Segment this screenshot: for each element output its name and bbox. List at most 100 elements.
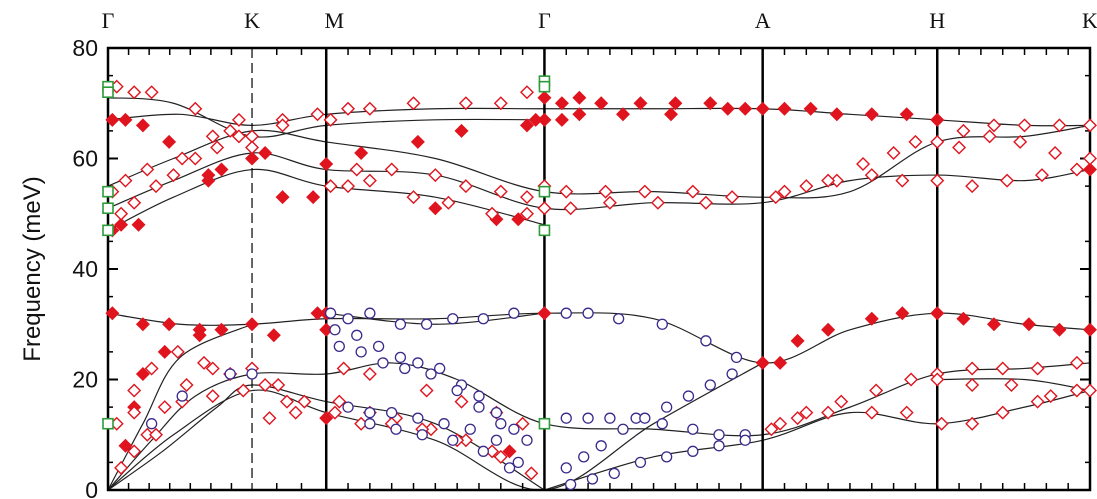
open-diamond-point xyxy=(170,344,185,359)
open-diamond-point xyxy=(231,112,246,127)
open-circle-point xyxy=(434,362,446,375)
open-diamond-point xyxy=(210,140,225,155)
open-diamond-point xyxy=(275,118,290,133)
filled-diamond-point xyxy=(930,112,945,127)
open-diamond-point xyxy=(205,389,220,404)
open-diamond-point xyxy=(149,427,163,442)
filled-diamond-point xyxy=(201,173,216,188)
open-diamond-point xyxy=(886,145,901,160)
open-circle-point xyxy=(560,412,572,424)
open-diamond-point xyxy=(986,118,1001,133)
open-circle-point xyxy=(412,357,424,369)
open-circle-point xyxy=(324,307,337,319)
filled-diamond-point xyxy=(354,145,369,160)
open-diamond-point xyxy=(419,383,434,398)
open-diamond-point xyxy=(197,355,212,370)
filled-diamond-point xyxy=(554,112,569,127)
open-circle-point xyxy=(595,440,607,452)
open-diamond-point xyxy=(205,129,220,144)
open-diamond-point xyxy=(271,378,286,393)
open-circle-point xyxy=(660,451,673,463)
filled-diamond-point xyxy=(1083,322,1097,337)
filled-diamond-point xyxy=(594,96,609,111)
open-diamond-point xyxy=(127,85,142,100)
filled-diamond-point xyxy=(1083,162,1097,177)
open-circle-point xyxy=(438,418,450,430)
filled-diamond-point xyxy=(790,333,805,348)
open-circle-point xyxy=(704,379,716,391)
open-diamond-point xyxy=(297,394,312,409)
open-circle-point xyxy=(656,418,668,430)
filled-diamond-point xyxy=(537,112,552,127)
open-diamond-point xyxy=(485,206,500,221)
open-diamond-point xyxy=(144,361,159,376)
open-circle-point xyxy=(447,313,459,325)
open-diamond-point xyxy=(650,195,665,210)
filled-diamond-point xyxy=(633,96,648,111)
open-diamond-point xyxy=(279,394,294,409)
filled-diamond-point xyxy=(157,344,172,359)
open-diamond-point xyxy=(262,411,277,426)
filled-diamond-point xyxy=(616,107,630,122)
open-square-point xyxy=(102,417,114,430)
filled-diamond-point xyxy=(899,107,914,122)
filled-diamond-point xyxy=(275,190,290,205)
filled-diamond-point xyxy=(266,328,281,343)
open-diamond-point xyxy=(1017,118,1032,133)
open-diamond-point xyxy=(1083,151,1097,166)
open-diamond-point xyxy=(1030,361,1045,376)
filled-diamond-point xyxy=(572,90,587,105)
filled-diamond-point xyxy=(162,134,177,149)
open-circle-point xyxy=(412,412,424,424)
open-diamond-point xyxy=(258,378,273,393)
filled-diamond-point xyxy=(864,107,879,122)
filled-diamond-point xyxy=(755,355,770,370)
filled-diamond-point xyxy=(895,306,910,321)
open-diamond-point xyxy=(908,134,923,149)
filled-diamond-point xyxy=(192,328,207,343)
filled-diamond-point xyxy=(572,107,587,122)
open-circle-point xyxy=(512,456,524,469)
open-circle-point xyxy=(582,307,594,319)
open-diamond-point xyxy=(231,129,246,144)
open-diamond-point xyxy=(362,366,377,381)
open-diamond-point xyxy=(406,96,421,111)
open-circle-point xyxy=(394,318,407,330)
filled-diamond-point xyxy=(703,96,718,111)
open-diamond-point xyxy=(834,394,849,409)
y-tick-label: 40 xyxy=(72,256,98,282)
open-circle-point xyxy=(508,307,520,319)
open-circle-point xyxy=(473,390,485,402)
filled-diamond-point xyxy=(664,107,679,122)
open-diamond-point xyxy=(952,140,967,155)
open-diamond-point xyxy=(127,383,142,398)
open-diamond-point xyxy=(245,140,260,155)
open-circle-point xyxy=(372,340,385,353)
filled-diamond-point xyxy=(135,118,150,133)
filled-diamond-point xyxy=(114,217,129,232)
dispersion-curve xyxy=(107,97,545,138)
high-symmetry-label: A xyxy=(755,8,771,33)
open-diamond-point xyxy=(1004,378,1019,393)
y-tick-label: 0 xyxy=(85,477,98,499)
open-diamond-point xyxy=(310,107,325,122)
open-diamond-point xyxy=(1083,383,1097,398)
y-axis-label: Frequency (meV) xyxy=(19,176,46,361)
open-circle-point xyxy=(508,423,520,435)
dispersion-curve xyxy=(107,362,763,491)
filled-diamond-point xyxy=(118,438,133,453)
open-diamond-point xyxy=(127,195,142,210)
open-diamond-point xyxy=(236,383,251,398)
open-circle-point xyxy=(394,351,407,364)
open-circle-point xyxy=(425,368,437,380)
open-circle-point xyxy=(399,362,411,375)
open-diamond-point xyxy=(205,361,220,376)
open-circle-point xyxy=(390,423,402,435)
open-square-point xyxy=(538,80,551,93)
filled-diamond-point xyxy=(537,306,552,321)
open-diamond-point xyxy=(288,405,303,420)
open-diamond-point xyxy=(995,361,1010,376)
open-circle-point xyxy=(713,440,725,452)
open-circle-point xyxy=(246,368,258,380)
